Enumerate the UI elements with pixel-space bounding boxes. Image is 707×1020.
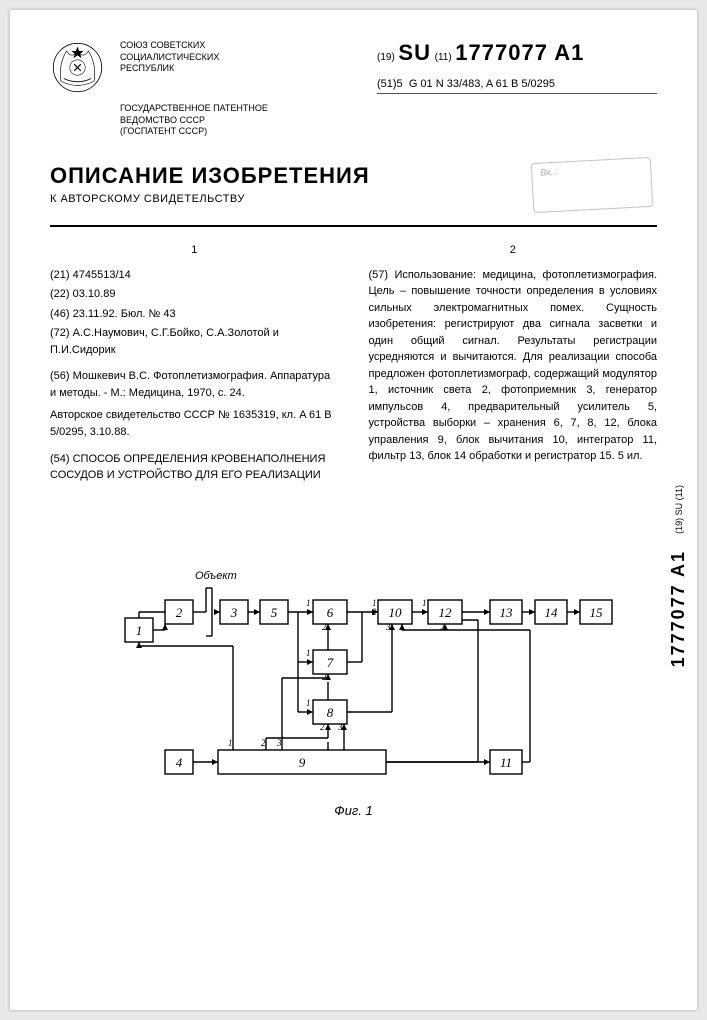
figure-caption: Фиг. 1 (50, 803, 657, 818)
svg-text:3: 3 (276, 738, 282, 748)
svg-text:2: 2 (440, 622, 445, 632)
bib-56b: Авторское свидетельство СССР № 1635319, … (50, 407, 339, 440)
class-value: G 01 N 33/483, A 61 B 5/0295 (409, 78, 555, 90)
svg-text:8: 8 (327, 705, 334, 720)
block-diagram: Объект 123456789101112131415121212312312… (50, 518, 657, 818)
left-column: 1 (21) 4745513/14 (22) 03.10.89 (46) 23.… (50, 242, 339, 483)
svg-text:9: 9 (299, 755, 306, 770)
code-mid: (11) (435, 52, 452, 63)
svg-text:3: 3 (230, 605, 238, 620)
svg-text:15: 15 (590, 605, 604, 620)
side-code-small: (19) SU (11) (674, 485, 684, 534)
svg-text:1: 1 (228, 738, 233, 748)
class-prefix: (51)5 (377, 78, 403, 90)
svg-text:2: 2 (372, 607, 377, 617)
class-code: (51)5 G 01 N 33/483, A 61 B 5/0295 (377, 78, 657, 94)
svg-text:5: 5 (271, 605, 278, 620)
doc-codes: (19) SU (11) 1777077 A1 (51)5 G 01 N 33/… (377, 40, 657, 94)
svg-text:4: 4 (176, 755, 183, 770)
abstract-text: (57) Использование: медицина, фотоплетиз… (369, 267, 658, 465)
code-country: SU (398, 40, 431, 65)
bib-21: (21) 4745513/14 (50, 267, 339, 284)
title-divider (50, 225, 657, 227)
agency-text: ГОСУДАРСТВЕННОЕ ПАТЕНТНОЕ ВЕДОМСТВО СССР… (120, 103, 362, 138)
bib-22: (22) 03.10.89 (50, 286, 339, 303)
ussr-emblem-icon (50, 40, 105, 95)
svg-text:10: 10 (389, 605, 403, 620)
col-num-1: 1 (50, 242, 339, 259)
union-text: СОЮЗ СОВЕТСКИХ СОЦИАЛИСТИЧЕСКИХ РЕСПУБЛИ… (120, 40, 362, 75)
bib-46: (46) 23.11.92. Бюл. № 43 (50, 306, 339, 323)
svg-text:1: 1 (306, 698, 311, 708)
svg-text:14: 14 (545, 605, 559, 620)
header-row: СОЮЗ СОВЕТСКИХ СОЦИАЛИСТИЧЕСКИХ РЕСПУБЛИ… (50, 40, 657, 138)
svg-text:1: 1 (422, 598, 427, 608)
code-number: 1777077 A1 (455, 40, 584, 65)
code-prefix: (19) (377, 52, 395, 63)
svg-text:2: 2 (320, 722, 325, 732)
bib-54: (54) СПОСОБ ОПРЕДЕЛЕНИЯ КРОВЕНАПОЛНЕНИЯ … (50, 452, 339, 483)
svg-text:2: 2 (322, 672, 327, 682)
two-columns: 1 (21) 4745513/14 (22) 03.10.89 (46) 23.… (50, 242, 657, 483)
side-code-main: 1777077 A1 (668, 550, 689, 667)
svg-text:3: 3 (337, 722, 343, 732)
stamp-text: Вх... (540, 167, 558, 178)
svg-text:2: 2 (322, 622, 327, 632)
svg-text:3: 3 (385, 622, 391, 632)
right-column: 2 (57) Использование: медицина, фотоплет… (369, 242, 658, 483)
svg-text:7: 7 (327, 655, 334, 670)
svg-text:2: 2 (176, 605, 183, 620)
svg-text:12: 12 (439, 605, 453, 620)
svg-text:2: 2 (261, 738, 266, 748)
stamp-overlay: Вх... (531, 157, 653, 213)
svg-text:13: 13 (500, 605, 514, 620)
patent-page: СОЮЗ СОВЕТСКИХ СОЦИАЛИСТИЧЕСКИХ РЕСПУБЛИ… (10, 10, 697, 1010)
header-text-block: СОЮЗ СОВЕТСКИХ СОЦИАЛИСТИЧЕСКИХ РЕСПУБЛИ… (120, 40, 362, 138)
svg-text:1: 1 (306, 598, 311, 608)
svg-text:6: 6 (327, 605, 334, 620)
bib-56a: (56) Мошкевич В.С. Фотоплетизмография. А… (50, 368, 339, 401)
svg-text:11: 11 (500, 755, 512, 770)
bib-72: (72) А.С.Наумович, С.Г.Бойко, С.А.Золото… (50, 325, 339, 358)
svg-text:1: 1 (136, 623, 143, 638)
svg-text:1: 1 (306, 648, 311, 658)
col-num-2: 2 (369, 242, 658, 259)
